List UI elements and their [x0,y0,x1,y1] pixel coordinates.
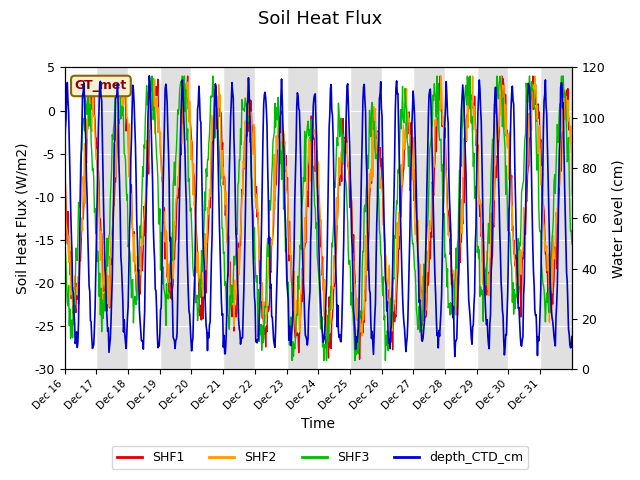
SHF2 [120,95,128,101]
SHF2 [323,336,331,342]
SHF1 [372,123,380,129]
SHF2 [239,158,247,164]
SHF3 [288,358,296,363]
Bar [255,67,287,369]
Y-axis label: Soil Heat Flux (W/m2): Soil Heat Flux (W/m2) [15,143,29,294]
SHF1 [121,73,129,79]
depth_CTD_cm [239,311,247,316]
Text: Soil Heat Flux: Soil Heat Flux [258,10,382,28]
Bar [381,67,413,369]
SHF2 [214,121,222,127]
SHF1 [356,357,364,362]
SHF1 [239,166,247,171]
depth_CTD_cm [399,309,407,315]
SHF1 [568,159,576,165]
Text: GT_met: GT_met [75,80,127,93]
Bar [65,67,97,369]
SHF2 [61,165,68,170]
SHF1 [120,73,128,79]
SHF3 [239,107,247,112]
SHF3 [61,260,68,265]
depth_CTD_cm [145,73,153,79]
depth_CTD_cm [61,157,68,163]
SHF2 [568,192,576,197]
X-axis label: Time: Time [301,418,335,432]
Line: SHF1: SHF1 [65,76,572,360]
SHF3 [114,73,122,79]
depth_CTD_cm [371,313,379,319]
Bar [318,67,350,369]
SHF3 [259,323,266,328]
SHF3 [214,126,222,132]
depth_CTD_cm [451,354,459,360]
Bar [128,67,160,369]
depth_CTD_cm [120,317,128,323]
SHF2 [259,280,266,286]
Bar [445,67,477,369]
Bar [191,67,223,369]
SHF1 [400,165,408,171]
SHF3 [121,152,129,158]
Line: SHF2: SHF2 [65,76,572,339]
depth_CTD_cm [568,334,576,339]
depth_CTD_cm [259,167,266,172]
SHF2 [400,128,408,134]
SHF2 [372,106,380,111]
SHF3 [568,241,576,247]
SHF3 [400,120,408,126]
SHF2 [122,73,129,79]
Legend: SHF1, SHF2, SHF3, depth_CTD_cm: SHF1, SHF2, SHF3, depth_CTD_cm [112,446,528,469]
SHF1 [214,99,222,105]
SHF1 [259,315,266,321]
SHF3 [372,156,380,162]
Bar [508,67,540,369]
depth_CTD_cm [214,157,222,163]
SHF1 [61,170,68,176]
Line: depth_CTD_cm: depth_CTD_cm [65,76,572,357]
Line: SHF3: SHF3 [65,76,572,360]
Y-axis label: Water Level (cm): Water Level (cm) [611,159,625,277]
